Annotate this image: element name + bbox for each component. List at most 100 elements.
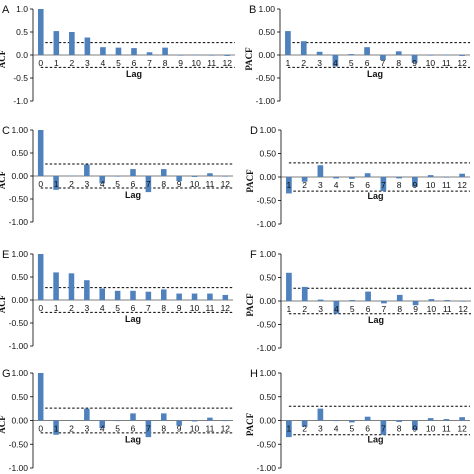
bar — [53, 420, 59, 435]
y-tick-label: -0.50 — [257, 439, 277, 449]
x-tick-label: 10 — [426, 58, 436, 68]
x-tick-label: 9 — [413, 304, 418, 314]
x-tick-label: 3 — [85, 58, 90, 68]
bar — [286, 420, 292, 438]
x-tick-label: 3 — [318, 424, 323, 434]
x-tick-label: 6 — [365, 58, 370, 68]
y-tick-label: 1.0 — [16, 4, 28, 14]
x-tick-label: 1 — [287, 424, 292, 434]
bar — [317, 408, 324, 421]
x-tick-label: 3 — [84, 424, 89, 434]
y-tick-label: -1.00 — [9, 217, 29, 227]
x-tick-label: 2 — [302, 180, 307, 190]
x-tick-label: 12 — [457, 424, 467, 434]
bar — [300, 41, 307, 55]
x-tick-label: 4 — [100, 303, 105, 313]
x-tick-label: 7 — [146, 179, 151, 189]
bar — [333, 301, 340, 314]
bar — [99, 420, 105, 429]
x-tick-label: 6 — [132, 58, 137, 68]
bar — [380, 420, 387, 435]
bar — [428, 299, 435, 301]
y-tick-label: -0.50 — [257, 196, 277, 206]
x-tick-label: 8 — [397, 304, 402, 314]
bar — [191, 420, 198, 422]
x-tick-label: 1 — [54, 424, 59, 434]
bar — [115, 47, 122, 55]
x-tick-label: 10 — [190, 424, 200, 434]
x-tick-label: 3 — [84, 179, 89, 189]
bar — [68, 175, 75, 177]
bar — [161, 169, 167, 176]
x-tick-label: 9 — [412, 58, 417, 68]
bar — [348, 54, 355, 55]
bar — [460, 301, 466, 302]
bar — [161, 289, 167, 300]
bar — [191, 176, 198, 177]
x-tick-label: 9 — [177, 303, 182, 313]
x-tick-label: 5 — [116, 58, 121, 68]
bar — [443, 177, 450, 178]
y-tick-label: 0.50 — [258, 27, 275, 37]
bar — [396, 420, 402, 422]
x-tick-label: 7 — [146, 424, 151, 434]
bar — [130, 169, 136, 176]
bar — [364, 173, 371, 177]
bar — [333, 177, 339, 179]
bar — [301, 420, 308, 427]
bar — [443, 54, 450, 56]
y-tick-label: 0.50 — [259, 273, 276, 283]
x-tick-label: 9 — [413, 180, 418, 190]
bar — [69, 32, 75, 55]
y-tick-label: -0.5 — [13, 73, 28, 83]
x-tick-label: 4 — [101, 58, 106, 68]
y-tick-label: 1.00 — [11, 125, 28, 135]
bar — [84, 408, 90, 421]
x-tick-label: 6 — [365, 180, 370, 190]
bar — [301, 177, 308, 182]
bar — [301, 286, 308, 301]
bar — [53, 176, 59, 190]
bar — [145, 420, 152, 438]
x-tick-label: 8 — [163, 58, 168, 68]
bar — [161, 413, 167, 421]
y-tick-label: 0.00 — [259, 172, 276, 182]
bar — [131, 48, 137, 55]
x-tick-label: 1 — [287, 304, 292, 314]
bar — [53, 272, 59, 300]
x-tick-label: 2 — [69, 303, 74, 313]
panel-letter: D — [250, 125, 258, 137]
x-tick-label: 10 — [426, 424, 436, 434]
bar — [381, 301, 387, 304]
y-tick-label: -1.00 — [9, 463, 29, 473]
bar — [146, 52, 153, 55]
bar — [114, 290, 121, 300]
bar — [412, 177, 418, 187]
x-tick-label: 11 — [206, 424, 215, 434]
bar — [333, 420, 339, 422]
bar — [412, 420, 418, 430]
bar — [286, 272, 292, 301]
y-tick-label: 0.00 — [11, 295, 28, 305]
bar — [37, 254, 44, 300]
y-tick-label: 0.50 — [11, 148, 28, 158]
y-tick-label: 0.00 — [259, 416, 276, 426]
bar — [191, 293, 198, 300]
bar — [176, 176, 182, 182]
y-axis-label: ACF — [0, 415, 7, 434]
bar — [145, 291, 152, 300]
bar — [332, 55, 339, 67]
x-tick-label: 7 — [146, 303, 151, 313]
y-tick-label: 0.00 — [11, 171, 28, 181]
bar — [380, 55, 386, 61]
bar — [222, 294, 229, 300]
y-tick-label: 1.00 — [259, 125, 276, 135]
y-tick-label: -1.00 — [9, 341, 29, 351]
x-tick-label: 4 — [333, 58, 338, 68]
x-axis-label: Lag — [125, 435, 141, 445]
bar — [365, 291, 371, 301]
bar — [84, 280, 90, 300]
